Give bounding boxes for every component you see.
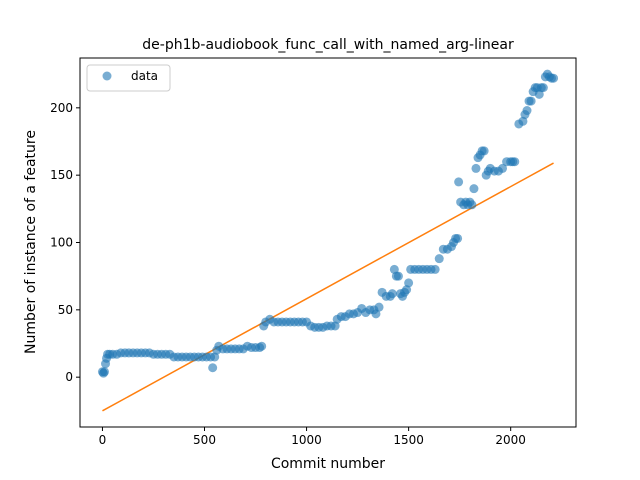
x-tick-label: 500 (193, 433, 216, 447)
y-tick-label: 200 (50, 101, 73, 115)
data-point (510, 157, 519, 166)
data-point (435, 254, 444, 263)
y-tick-label: 100 (50, 236, 73, 250)
legend-label-data: data (131, 69, 158, 83)
legend-marker-data (103, 72, 112, 81)
y-tick-label: 150 (50, 168, 73, 182)
data-point (394, 272, 403, 281)
chart-title: de-ph1b-audiobook_func_call_with_named_a… (142, 37, 514, 53)
x-tick-label: 1000 (291, 433, 322, 447)
data-point (404, 278, 413, 287)
data-point (257, 342, 266, 351)
plot-area (80, 58, 576, 427)
data-point (467, 200, 476, 209)
data-point (469, 184, 478, 193)
y-axis-label: Number of instance of a feature (23, 130, 39, 354)
y-tick-label: 0 (65, 370, 73, 384)
data-point (100, 367, 109, 376)
data-point (388, 289, 397, 298)
data-point (523, 106, 532, 115)
data-point (208, 363, 217, 372)
data-point (471, 164, 480, 173)
x-tick-label: 2000 (495, 433, 526, 447)
data-point (480, 146, 489, 155)
data-point (453, 234, 462, 243)
x-axis-label: Commit number (271, 456, 385, 472)
data-point (454, 177, 463, 186)
data-point (375, 303, 384, 312)
x-tick-label: 1500 (393, 433, 424, 447)
legend: data (87, 65, 170, 91)
data-point (549, 74, 558, 83)
data-point (431, 265, 440, 274)
y-tick-label: 50 (58, 303, 73, 317)
data-point (527, 97, 536, 106)
data-point (539, 83, 548, 92)
x-tick-label: 0 (99, 433, 107, 447)
